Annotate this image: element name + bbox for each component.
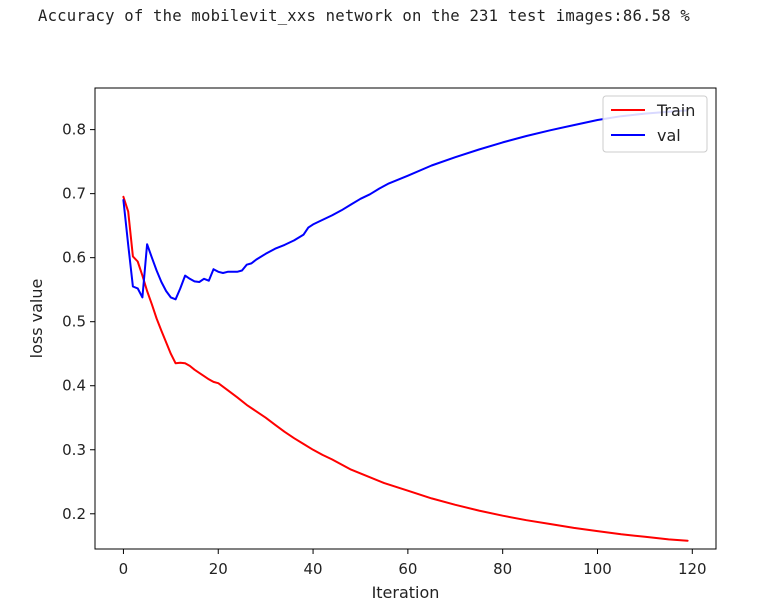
notebook-output-text: Accuracy of the mobilevit_xxs network on… <box>38 7 690 25</box>
legend-label-val: val <box>657 126 681 145</box>
legend: Train val <box>602 95 708 153</box>
x-tick-label: 20 <box>209 560 228 578</box>
y-axis-label: loss value <box>27 279 46 359</box>
legend-label-train: Train <box>656 101 695 120</box>
y-tick-label: 0.7 <box>62 185 86 203</box>
series-line-train <box>122 195 689 542</box>
x-tick-label: 80 <box>493 560 512 578</box>
series-line-val <box>122 109 689 301</box>
y-tick-label: 0.4 <box>62 377 86 395</box>
x-tick-label: 100 <box>583 560 612 578</box>
series-lines <box>122 109 689 542</box>
x-axis-label: Iteration <box>372 583 440 602</box>
x-tick-label: 120 <box>678 560 707 578</box>
y-tick-label: 0.2 <box>62 505 86 523</box>
y-tick-label: 0.3 <box>62 441 86 459</box>
y-tick-label: 0.8 <box>62 121 86 139</box>
y-tick-label: 0.5 <box>62 313 86 331</box>
x-tick-label: 0 <box>119 560 129 578</box>
x-axis: 0 20 40 60 80 100 120 <box>119 549 707 578</box>
x-tick-label: 60 <box>398 560 417 578</box>
plot-frame <box>94 87 717 550</box>
x-tick-label: 40 <box>304 560 323 578</box>
y-tick-label: 0.6 <box>62 249 86 267</box>
y-axis: 0.2 0.3 0.4 0.5 0.6 0.7 0.8 <box>62 121 95 523</box>
